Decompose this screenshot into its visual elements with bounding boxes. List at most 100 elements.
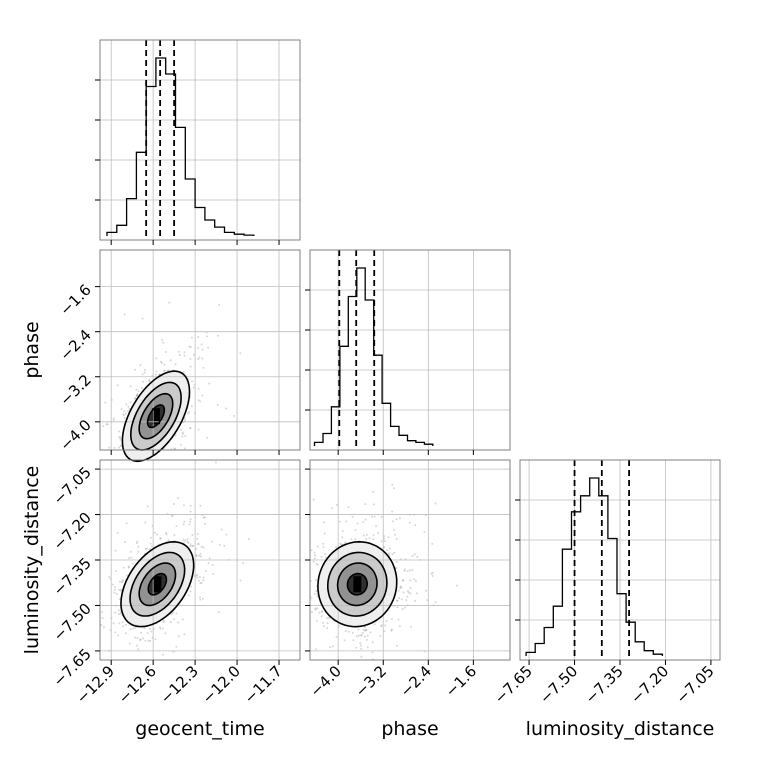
scatter-point [154,373,157,376]
scatter-point [359,644,362,647]
scatter-point [316,545,319,548]
scatter-point [380,625,383,628]
scatter-point [403,568,406,571]
scatter-point [366,634,369,637]
scatter-point [162,341,165,344]
scatter-point [137,550,140,553]
scatter-point [314,648,317,651]
scatter-point [144,639,147,642]
scatter-point [423,531,426,533]
scatter-point [415,592,418,595]
scatter-point [173,447,176,450]
scatter-point [201,357,204,360]
scatter-point [399,585,402,588]
x-axis-label-luminosity_distance: luminosity_distance [526,718,715,740]
scatter-point [113,591,116,594]
scatter-point [101,617,104,620]
scatter-point [320,615,323,618]
scatter-point [350,538,353,541]
scatter-point [409,592,412,595]
scatter-point [118,430,121,433]
scatter-point [322,542,325,545]
scatter-point [144,547,147,550]
scatter-point [316,563,319,566]
scatter-point [318,611,321,614]
scatter-point [150,545,153,548]
scatter-point [413,578,416,581]
scatter-point [177,497,179,499]
scatter-point [364,518,367,521]
scatter-point [106,423,109,426]
scatter-point [395,561,398,563]
scatter-point [406,570,409,573]
scatter-point [225,407,228,410]
scatter-point [129,401,132,404]
scatter-point [393,528,396,531]
scatter-point [112,622,115,625]
scatter-point [128,565,130,568]
scatter-point [206,335,208,338]
scatter-point [167,369,170,372]
scatter-point [208,382,211,385]
scatter-point [365,537,367,540]
scatter-point [117,612,120,615]
y-tick-label: −2.4 [56,326,94,364]
scatter-point [184,434,187,437]
scatter-point [137,648,140,651]
scatter-point [223,544,226,547]
y-tick-label: −4.0 [56,416,94,454]
scatter-point [315,562,318,565]
scatter-point [406,595,409,598]
scatter-point [363,635,366,638]
scatter-point [108,576,111,578]
contour-line [146,404,166,429]
scatter-point [193,353,196,356]
contour-line [121,370,191,463]
scatter-point [165,533,168,536]
scatter-point [197,428,200,431]
scatter-point [188,411,191,414]
y-tick-label: −7.50 [50,600,95,645]
scatter-point [404,606,407,609]
scatter-point [347,506,350,508]
scatter-point [122,625,125,628]
scatter-point [183,351,186,354]
scatter-point [204,522,207,525]
scatter-point [335,636,338,639]
scatter-point [365,533,368,536]
scatter-point [431,571,434,574]
scatter-point [314,608,317,611]
scatter-point [183,520,186,523]
y-tick-label: −7.35 [50,554,95,599]
scatter-point [380,540,383,543]
scatter-point [310,549,313,552]
scatter-point [190,336,193,339]
scatter-point [114,549,117,552]
scatter-point [161,338,164,341]
scatter-point [371,641,374,644]
scatter-point [128,557,131,560]
panel-frame [99,249,301,451]
x-tick-label: −7.35 [582,662,627,707]
scatter-point [182,371,185,374]
scatter-point [340,543,343,546]
scatter-point [197,358,200,361]
scatter-point [136,393,139,396]
scatter-point [398,597,401,600]
scatter-point [189,518,192,521]
scatter-point [390,618,393,621]
scatter-point [360,634,362,637]
scatter-point [323,625,326,628]
scatter-point [197,399,200,402]
scatter-point [411,555,414,557]
scatter-point [394,533,397,536]
scatter-point [189,543,192,546]
scatter-point [220,528,223,531]
scatter-point [208,557,211,560]
scatter-point [364,629,367,632]
scatter-point [402,580,405,582]
x-tick-label: −12.0 [199,662,244,707]
scatter-point [187,541,190,544]
scatter-point [407,591,410,594]
scatter-point [363,626,366,628]
